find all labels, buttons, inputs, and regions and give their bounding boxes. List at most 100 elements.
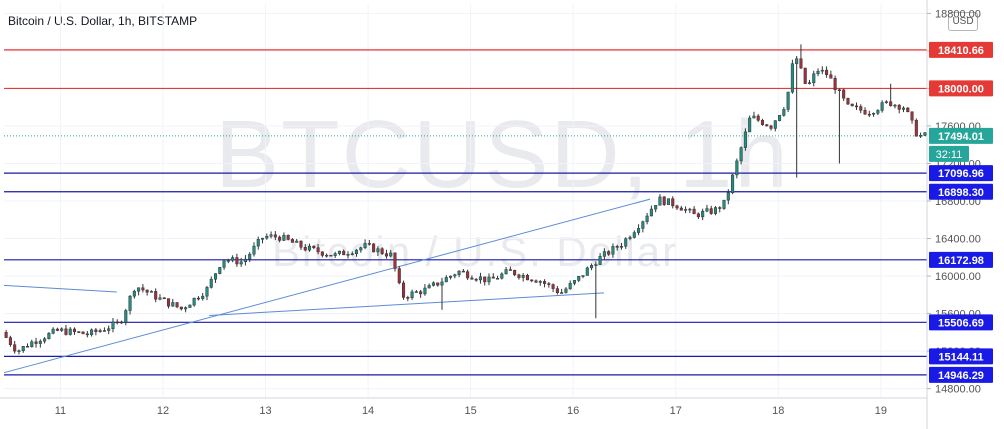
candle-114	[491, 273, 495, 279]
last-price-countdown: 32:11	[929, 145, 969, 162]
candle-192	[825, 66, 829, 78]
candle-130	[560, 288, 564, 294]
grid	[4, 4, 927, 398]
candle-58	[252, 242, 256, 257]
candle-134	[577, 275, 581, 283]
candle-125	[538, 280, 542, 286]
candle-172	[739, 146, 743, 165]
candle-20	[90, 328, 94, 337]
candle-96	[414, 289, 418, 293]
candle-106	[457, 270, 461, 278]
candle-178	[765, 123, 769, 127]
candle-193	[829, 70, 833, 79]
candle-165	[709, 205, 713, 215]
candle-144	[619, 242, 624, 250]
candle-19	[85, 330, 89, 338]
price-levels	[4, 49, 927, 376]
candle-48	[209, 276, 213, 289]
candle-115	[496, 275, 500, 280]
trendline-1[interactable]	[3, 198, 651, 374]
candle-168	[722, 199, 726, 210]
candle-139	[598, 253, 602, 265]
candle-42	[184, 306, 188, 313]
candle-127	[547, 282, 551, 288]
candle-212	[910, 111, 914, 124]
candle-141	[607, 250, 611, 256]
candle-116	[500, 272, 504, 280]
candle-119	[513, 269, 517, 277]
candle-202	[867, 110, 871, 118]
trendline-2[interactable]	[209, 292, 604, 316]
x-tick-label-5: 16	[567, 405, 579, 417]
trendline-0[interactable]	[3, 284, 117, 293]
candle-171	[735, 158, 739, 179]
candle-49	[213, 273, 218, 283]
candle-203	[872, 112, 876, 117]
y-tick-label-0: 18800.00	[935, 8, 981, 20]
candle-37	[162, 297, 166, 300]
candle-173	[743, 128, 747, 151]
candle-2	[13, 340, 17, 354]
x-tick-label-7: 18	[772, 405, 784, 417]
candle-105	[453, 273, 457, 279]
candles	[4, 44, 927, 355]
candle-145	[624, 237, 628, 249]
candle-196	[842, 88, 846, 102]
candle-158	[679, 205, 683, 211]
x-tick-label-6: 17	[670, 405, 682, 417]
candle-7	[34, 337, 38, 348]
candle-36	[158, 294, 162, 301]
candle-183	[786, 91, 790, 112]
candle-45	[196, 296, 200, 301]
candle-63	[273, 231, 277, 241]
candle-3	[17, 349, 21, 355]
candle-0	[4, 329, 8, 339]
candle-111	[478, 272, 482, 284]
candle-151	[649, 205, 653, 217]
candle-82	[355, 249, 359, 257]
candle-200	[859, 104, 863, 114]
candle-73	[316, 243, 320, 255]
candle-43	[188, 304, 192, 308]
candle-27	[119, 320, 124, 324]
x-tick-label-3: 14	[362, 405, 374, 417]
last-price-tag: 17494.01	[929, 127, 993, 144]
candle-18	[81, 331, 85, 335]
candle-161	[692, 206, 696, 215]
candle-215	[923, 132, 927, 137]
trendlines	[3, 198, 651, 374]
candle-54	[235, 253, 239, 267]
candle-167	[718, 206, 722, 213]
candle-5	[25, 343, 30, 348]
level-price-tag-7: 14946.29	[929, 366, 993, 383]
candle-214	[919, 132, 923, 139]
x-tick-label-0: 11	[55, 405, 66, 417]
currency-button[interactable]: USD	[948, 12, 978, 31]
candle-8	[38, 339, 42, 348]
candle-64	[278, 235, 282, 243]
svg-text:17494.01: 17494.01	[938, 131, 984, 143]
candle-93	[402, 280, 406, 300]
svg-text:18410.66: 18410.66	[938, 45, 984, 57]
candle-87	[376, 246, 380, 257]
candle-22	[98, 328, 102, 333]
candle-79	[342, 249, 346, 256]
level-price-tag-0: 18410.66	[929, 41, 993, 58]
candle-97	[419, 290, 423, 298]
candle-39	[171, 298, 175, 307]
candle-185	[795, 56, 799, 178]
candle-163	[701, 208, 705, 221]
candle-120	[517, 273, 521, 280]
candle-23	[102, 327, 106, 332]
candle-124	[534, 279, 538, 283]
candle-118	[508, 266, 512, 271]
candle-187	[803, 67, 807, 85]
candle-143	[615, 244, 619, 251]
candle-16	[72, 327, 77, 335]
candle-104	[449, 275, 453, 280]
candle-88	[380, 247, 384, 256]
candle-153	[658, 194, 662, 206]
candle-150	[645, 212, 649, 225]
candle-184	[790, 59, 794, 94]
